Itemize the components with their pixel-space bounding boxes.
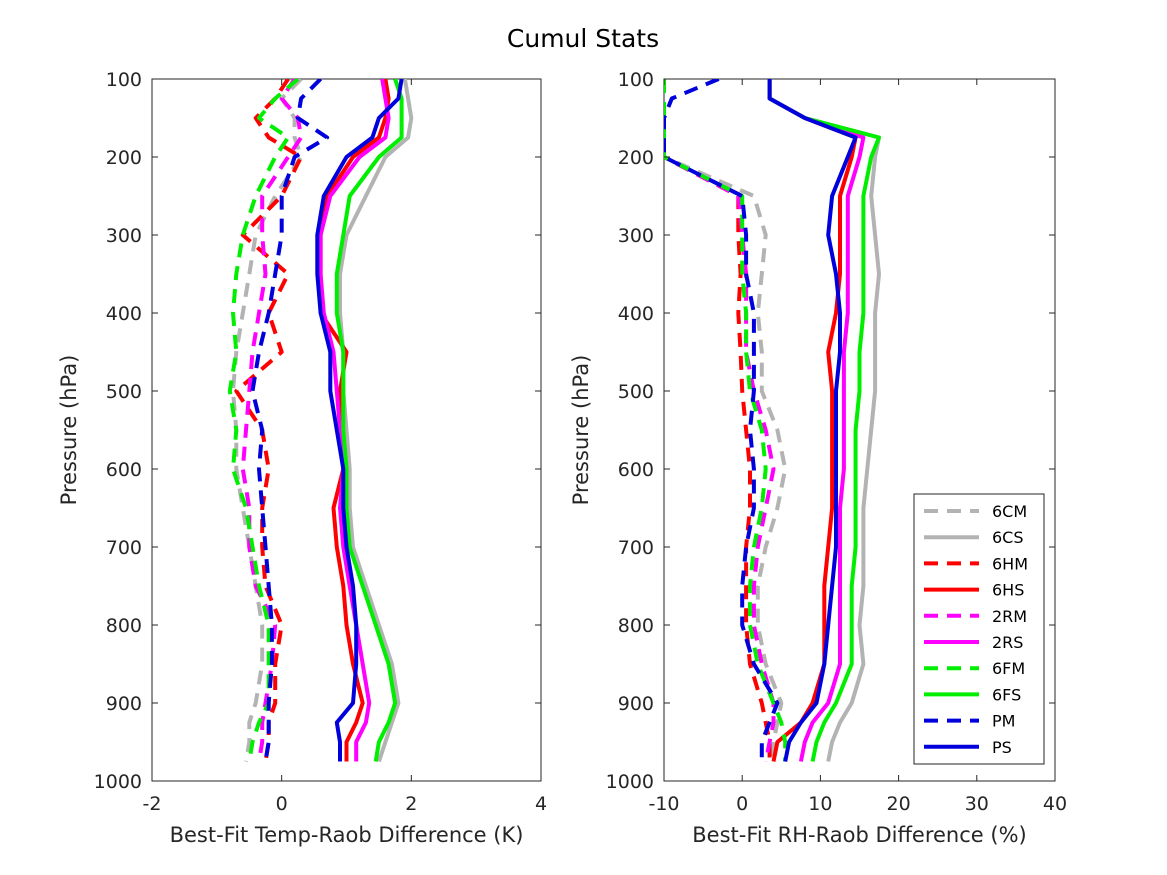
x-tick-label: -2	[143, 793, 162, 815]
series-line-ps	[767, 79, 858, 762]
y-tick-label: 200	[618, 147, 654, 169]
series-line-ps	[315, 79, 404, 762]
x-tick-label: 10	[808, 793, 832, 815]
legend-label-6cm: 6CM	[992, 502, 1027, 521]
temp-panel: -2 0 2 4 100 200 300 400 500 600 700 800 900 1000 Best…	[57, 69, 547, 847]
x-tick-label: 30	[965, 793, 989, 815]
legend-label-6cs: 6CS	[992, 528, 1024, 547]
y-tick-label: 900	[106, 693, 142, 715]
x-tick-label: 4	[535, 793, 547, 815]
rh-panel: -10 0 10 20 30 40 100 200 300 400 500 600 700 800 900 1…	[569, 69, 1067, 847]
y-tick-label: 800	[618, 615, 654, 637]
series-line-6fm	[664, 79, 788, 762]
y-tick-label: 100	[618, 69, 654, 91]
y-tick-label: 600	[106, 459, 142, 481]
x-tick-label: 2	[405, 793, 417, 815]
y-tick-label: 400	[618, 303, 654, 325]
y-tick-label: 200	[106, 147, 142, 169]
series-line-6hm	[664, 79, 772, 762]
y-tick-label: 800	[106, 615, 142, 637]
legend-label-2rm: 2RM	[992, 607, 1027, 626]
figure-title: Cumul Stats	[507, 24, 659, 53]
y-tick-label: 900	[618, 693, 654, 715]
legend-label-pm: PM	[992, 712, 1015, 731]
y-tick-label: 100	[106, 69, 142, 91]
y-tick-label: 500	[618, 381, 654, 403]
y-tick-label: 1000	[94, 771, 142, 793]
series-line-6cm	[664, 79, 788, 762]
series-line-6fs	[767, 79, 881, 762]
legend-label-6fm: 6FM	[992, 659, 1025, 678]
x-tick-label: 0	[276, 793, 288, 815]
x-axis-label: Best-Fit Temp-Raob Difference (K)	[170, 823, 524, 847]
series-line-2rs	[767, 79, 866, 762]
y-tick-label: 1000	[606, 771, 654, 793]
x-tick-label: 0	[736, 793, 748, 815]
series-line-pm	[250, 79, 330, 762]
legend-label-2rs: 2RS	[992, 633, 1023, 652]
legend-label-6hs: 6HS	[992, 581, 1024, 600]
y-axis-label: Pressure (hPa)	[57, 355, 81, 506]
series-line-pm	[664, 79, 780, 762]
legend-label-6hm: 6HM	[992, 554, 1028, 573]
x-axis-label: Best-Fit RH-Raob Difference (%)	[692, 823, 1026, 847]
series-line-2rs	[318, 79, 391, 762]
legend-label-ps: PS	[992, 738, 1012, 757]
legend-box	[913, 493, 1045, 765]
legend: 6CM 6CS 6HM 6HS 2RM 2RS 6FM 6FS PM PS	[913, 493, 1045, 765]
series-group	[664, 79, 881, 762]
y-tick-label: 700	[106, 537, 142, 559]
y-tick-label: 300	[106, 225, 142, 247]
y-tick-label: 500	[106, 381, 142, 403]
legend-label-6fs: 6FS	[992, 685, 1021, 704]
x-tick-label: -10	[648, 793, 679, 815]
y-tick-label: 600	[618, 459, 654, 481]
x-tick-label: 40	[1043, 793, 1067, 815]
x-tick-label: 20	[887, 793, 911, 815]
series-line-6fs	[334, 79, 404, 762]
y-tick-label: 400	[106, 303, 142, 325]
y-axis-label: Pressure (hPa)	[569, 355, 593, 506]
series-group	[227, 79, 414, 763]
y-tick-label: 300	[618, 225, 654, 247]
y-tick-label: 700	[618, 537, 654, 559]
